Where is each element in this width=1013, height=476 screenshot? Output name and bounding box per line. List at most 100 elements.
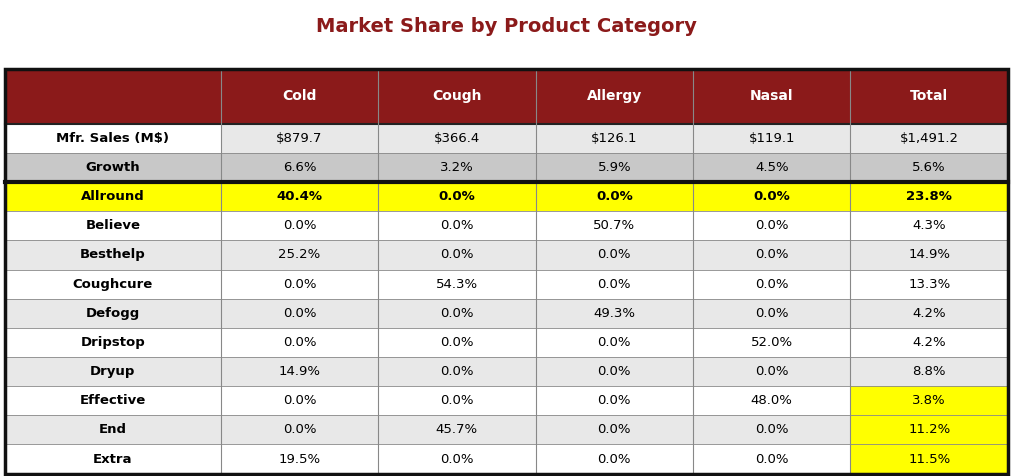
Bar: [693, 240, 851, 269]
Text: $126.1: $126.1: [591, 132, 637, 145]
Text: 0.0%: 0.0%: [755, 307, 788, 320]
Text: 0.0%: 0.0%: [598, 423, 631, 436]
Bar: [851, 357, 1008, 386]
Text: 0.0%: 0.0%: [755, 248, 788, 261]
Text: Mfr. Sales (M$): Mfr. Sales (M$): [57, 132, 169, 145]
Bar: [5, 153, 221, 182]
Text: 4.2%: 4.2%: [913, 307, 946, 320]
Text: Cold: Cold: [283, 89, 317, 103]
Text: 0.0%: 0.0%: [440, 394, 474, 407]
Bar: [5, 269, 221, 299]
Bar: [536, 124, 693, 153]
Bar: [378, 69, 536, 124]
Bar: [536, 269, 693, 299]
Bar: [851, 386, 1008, 415]
Text: 0.0%: 0.0%: [440, 248, 474, 261]
Bar: [851, 328, 1008, 357]
Text: $366.4: $366.4: [434, 132, 480, 145]
Bar: [5, 299, 221, 328]
Bar: [693, 211, 851, 240]
Text: 49.3%: 49.3%: [594, 307, 635, 320]
Text: 0.0%: 0.0%: [283, 219, 316, 232]
Bar: [693, 153, 851, 182]
Text: 3.8%: 3.8%: [913, 394, 946, 407]
Bar: [851, 445, 1008, 474]
Text: 0.0%: 0.0%: [598, 365, 631, 378]
Text: 52.0%: 52.0%: [751, 336, 793, 349]
Bar: [221, 124, 378, 153]
Bar: [378, 299, 536, 328]
Text: Total: Total: [910, 89, 948, 103]
Bar: [221, 182, 378, 211]
Text: 14.9%: 14.9%: [279, 365, 320, 378]
Bar: [221, 299, 378, 328]
Text: 0.0%: 0.0%: [755, 423, 788, 436]
Text: 0.0%: 0.0%: [755, 278, 788, 291]
Bar: [536, 240, 693, 269]
Text: 40.4%: 40.4%: [277, 190, 322, 203]
Text: 0.0%: 0.0%: [283, 336, 316, 349]
Text: Allround: Allround: [81, 190, 145, 203]
Text: 0.0%: 0.0%: [755, 365, 788, 378]
Text: Nasal: Nasal: [750, 89, 793, 103]
Text: 3.2%: 3.2%: [440, 161, 474, 174]
Bar: [851, 211, 1008, 240]
Bar: [851, 153, 1008, 182]
Bar: [221, 269, 378, 299]
Bar: [378, 240, 536, 269]
Bar: [851, 124, 1008, 153]
Bar: [851, 69, 1008, 124]
Text: Dripstop: Dripstop: [80, 336, 145, 349]
Text: Growth: Growth: [85, 161, 140, 174]
Bar: [378, 124, 536, 153]
Text: $1,491.2: $1,491.2: [900, 132, 958, 145]
Text: 6.6%: 6.6%: [283, 161, 316, 174]
Text: 54.3%: 54.3%: [436, 278, 478, 291]
Text: 0.0%: 0.0%: [754, 190, 790, 203]
Text: 0.0%: 0.0%: [598, 394, 631, 407]
Text: 5.6%: 5.6%: [913, 161, 946, 174]
Bar: [536, 299, 693, 328]
Text: 19.5%: 19.5%: [279, 453, 320, 466]
Bar: [536, 211, 693, 240]
Text: 13.3%: 13.3%: [908, 278, 950, 291]
Text: Defogg: Defogg: [86, 307, 140, 320]
Bar: [693, 182, 851, 211]
Bar: [378, 415, 536, 445]
Bar: [221, 153, 378, 182]
Text: 0.0%: 0.0%: [598, 278, 631, 291]
Text: Market Share by Product Category: Market Share by Product Category: [316, 17, 697, 36]
Bar: [5, 240, 221, 269]
Bar: [5, 415, 221, 445]
Bar: [851, 299, 1008, 328]
Text: 4.2%: 4.2%: [913, 336, 946, 349]
Bar: [378, 269, 536, 299]
Text: 0.0%: 0.0%: [755, 219, 788, 232]
Bar: [536, 445, 693, 474]
Bar: [5, 69, 1008, 474]
Text: 25.2%: 25.2%: [279, 248, 320, 261]
Bar: [536, 415, 693, 445]
Text: 5.9%: 5.9%: [598, 161, 631, 174]
Bar: [221, 415, 378, 445]
Bar: [221, 386, 378, 415]
Text: Cough: Cough: [433, 89, 481, 103]
Bar: [5, 124, 221, 153]
Bar: [378, 211, 536, 240]
Text: 8.8%: 8.8%: [913, 365, 946, 378]
Bar: [5, 328, 221, 357]
Bar: [378, 182, 536, 211]
Bar: [221, 328, 378, 357]
Text: 11.2%: 11.2%: [908, 423, 950, 436]
Text: Believe: Believe: [85, 219, 141, 232]
Text: 0.0%: 0.0%: [440, 219, 474, 232]
Text: Extra: Extra: [93, 453, 133, 466]
Text: 0.0%: 0.0%: [283, 278, 316, 291]
Text: 0.0%: 0.0%: [440, 307, 474, 320]
Bar: [378, 328, 536, 357]
Text: 48.0%: 48.0%: [751, 394, 793, 407]
Bar: [378, 153, 536, 182]
Text: 50.7%: 50.7%: [594, 219, 635, 232]
Bar: [221, 211, 378, 240]
Text: 14.9%: 14.9%: [909, 248, 950, 261]
